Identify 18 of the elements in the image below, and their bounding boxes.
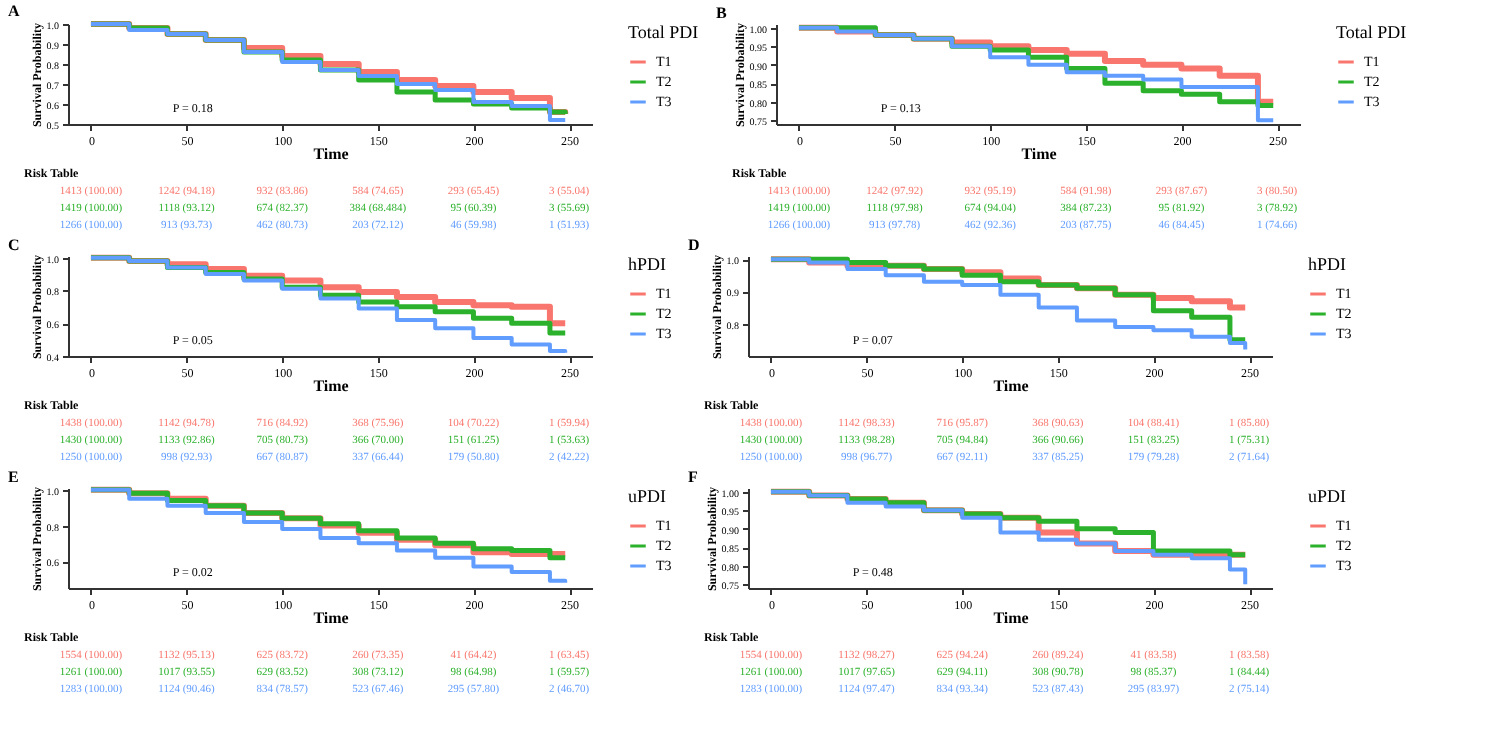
- legend-title: Total PDI: [1336, 22, 1407, 42]
- legend-title: Total PDI: [628, 22, 699, 42]
- legend-title: hPDI: [628, 254, 667, 274]
- chart-title: B: [716, 3, 728, 22]
- chart-title: D: [688, 235, 700, 254]
- chart-title: F: [688, 467, 698, 486]
- legend-title: hPDI: [1308, 254, 1347, 274]
- chart-title: A: [8, 2, 20, 20]
- x-axis-title: Time: [313, 609, 350, 627]
- chart-title: E: [8, 467, 19, 486]
- x-axis-title: Time: [313, 145, 350, 163]
- x-axis-title: Time: [993, 609, 1030, 627]
- x-axis-title: Time: [313, 377, 350, 395]
- x-axis-title: Time: [1021, 145, 1058, 163]
- x-axis-title: Time: [993, 377, 1030, 395]
- legend-title: uPDI: [628, 486, 667, 506]
- chart-title: C: [8, 235, 20, 254]
- legend-title: uPDI: [1308, 486, 1347, 506]
